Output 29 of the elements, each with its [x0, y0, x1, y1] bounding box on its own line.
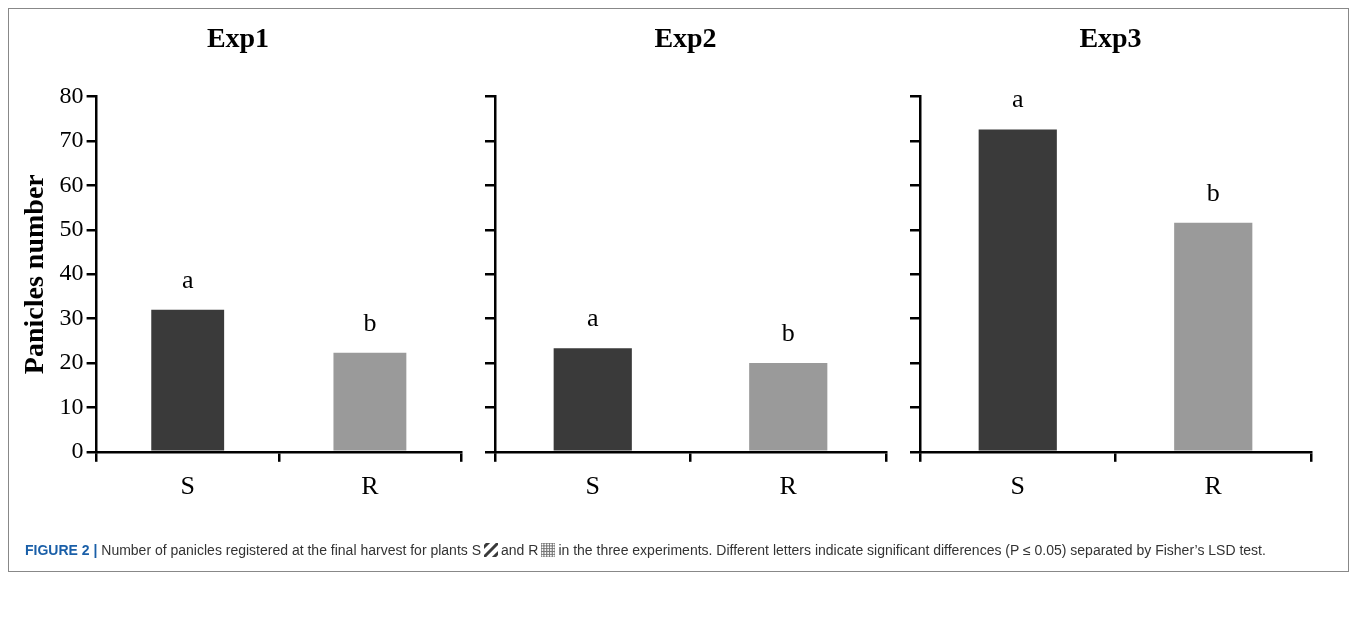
- y-tick-label: 70: [59, 126, 84, 153]
- text: and R: [501, 542, 539, 558]
- chart-title: Exp1: [206, 22, 270, 54]
- y-tick-label: 80: [59, 81, 84, 108]
- data-label: b: [1206, 177, 1220, 207]
- x-tick-label: S: [1010, 471, 1025, 501]
- x-tick-label: R: [1204, 471, 1223, 501]
- chart-title: Exp3: [1079, 22, 1142, 54]
- y-tick-label: 0: [71, 437, 84, 464]
- x-tick-label: S: [180, 471, 195, 501]
- data-label: a: [181, 264, 194, 294]
- y-tick-label: 10: [59, 392, 84, 419]
- y-axis-title: Panicles number: [18, 174, 50, 375]
- y-tick-label: 60: [59, 170, 84, 197]
- data-label: b: [363, 307, 377, 337]
- chart-title: Exp2: [654, 22, 717, 54]
- caption: FIGURE 2 |: [25, 542, 98, 558]
- x-tick-label: S: [585, 471, 600, 501]
- y-tick-label: 30: [59, 303, 84, 330]
- x-tick-label: R: [779, 471, 798, 501]
- text: Number of panicles registered at the final harvest for plants S: [101, 542, 482, 558]
- x-tick-label: R: [361, 471, 380, 501]
- y-tick-label: 40: [59, 259, 84, 286]
- y-tick-label: 20: [59, 348, 84, 375]
- text: in the three experiments. Different letters indicate significant differences (P ≤ 0.05) separated by Fisher’s LSD test.: [558, 542, 1266, 558]
- data-label: a: [1011, 84, 1024, 114]
- data-label: a: [586, 303, 599, 333]
- y-tick-label: 50: [59, 215, 84, 242]
- data-label: b: [781, 317, 795, 347]
